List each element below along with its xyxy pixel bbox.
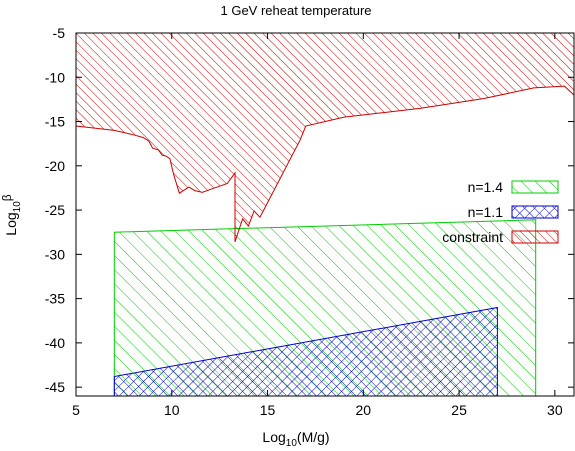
chart-title: 1 GeV reheat temperature	[220, 3, 371, 18]
area-constraint	[75, 32, 575, 243]
x-tick-label: 25	[451, 402, 467, 418]
x-tick-label: 20	[356, 402, 372, 418]
plot-frame	[75, 32, 575, 397]
x-axis-label-prefix: Log	[262, 429, 285, 445]
x-tick-label: 10	[164, 402, 180, 418]
x-tick-label: 15	[260, 402, 276, 418]
y-axis-label-suffix: β	[0, 194, 14, 201]
x-tick-label: 30	[547, 402, 563, 418]
legend-label-constraint: constraint	[442, 229, 503, 245]
y-axis-label-subscript: 10	[12, 201, 23, 213]
y-tick-label: -25	[45, 202, 65, 218]
legend-label-n-1-4: n=1.4	[468, 179, 504, 195]
y-tick-label: -40	[45, 335, 65, 351]
x-tick-label: 5	[72, 402, 80, 418]
y-tick-label: -30	[45, 246, 65, 262]
y-tick-label: -10	[45, 69, 65, 85]
x-axis-label-subscript: 10	[286, 438, 298, 449]
y-axis-ticks: -5 -10 -15 -20 -25 -30 -35 -40 -45	[45, 25, 574, 395]
y-tick-label: -20	[45, 158, 65, 174]
x-axis-label: Log10(M/g)	[262, 429, 329, 449]
legend-label-n-1-1: n=1.1	[468, 204, 504, 220]
y-axis-label-prefix: Log	[3, 212, 19, 235]
legend-swatch-n-1-4	[511, 180, 559, 194]
y-tick-label: -15	[45, 114, 65, 130]
y-axis-label: Log10β	[0, 194, 23, 235]
y-tick-label: -45	[45, 379, 65, 395]
x-axis-label-suffix: (M/g)	[297, 429, 330, 445]
y-tick-label: -35	[45, 291, 65, 307]
y-tick-label: -5	[53, 25, 66, 41]
x-axis-ticks: 5 10 15 20 25 30	[72, 33, 563, 418]
legend-swatch-n-1-1	[511, 205, 559, 219]
legend: n=1.4 n=1.1 constraint	[442, 179, 559, 245]
data-areas	[75, 32, 575, 397]
legend-swatch-constraint	[511, 230, 559, 244]
